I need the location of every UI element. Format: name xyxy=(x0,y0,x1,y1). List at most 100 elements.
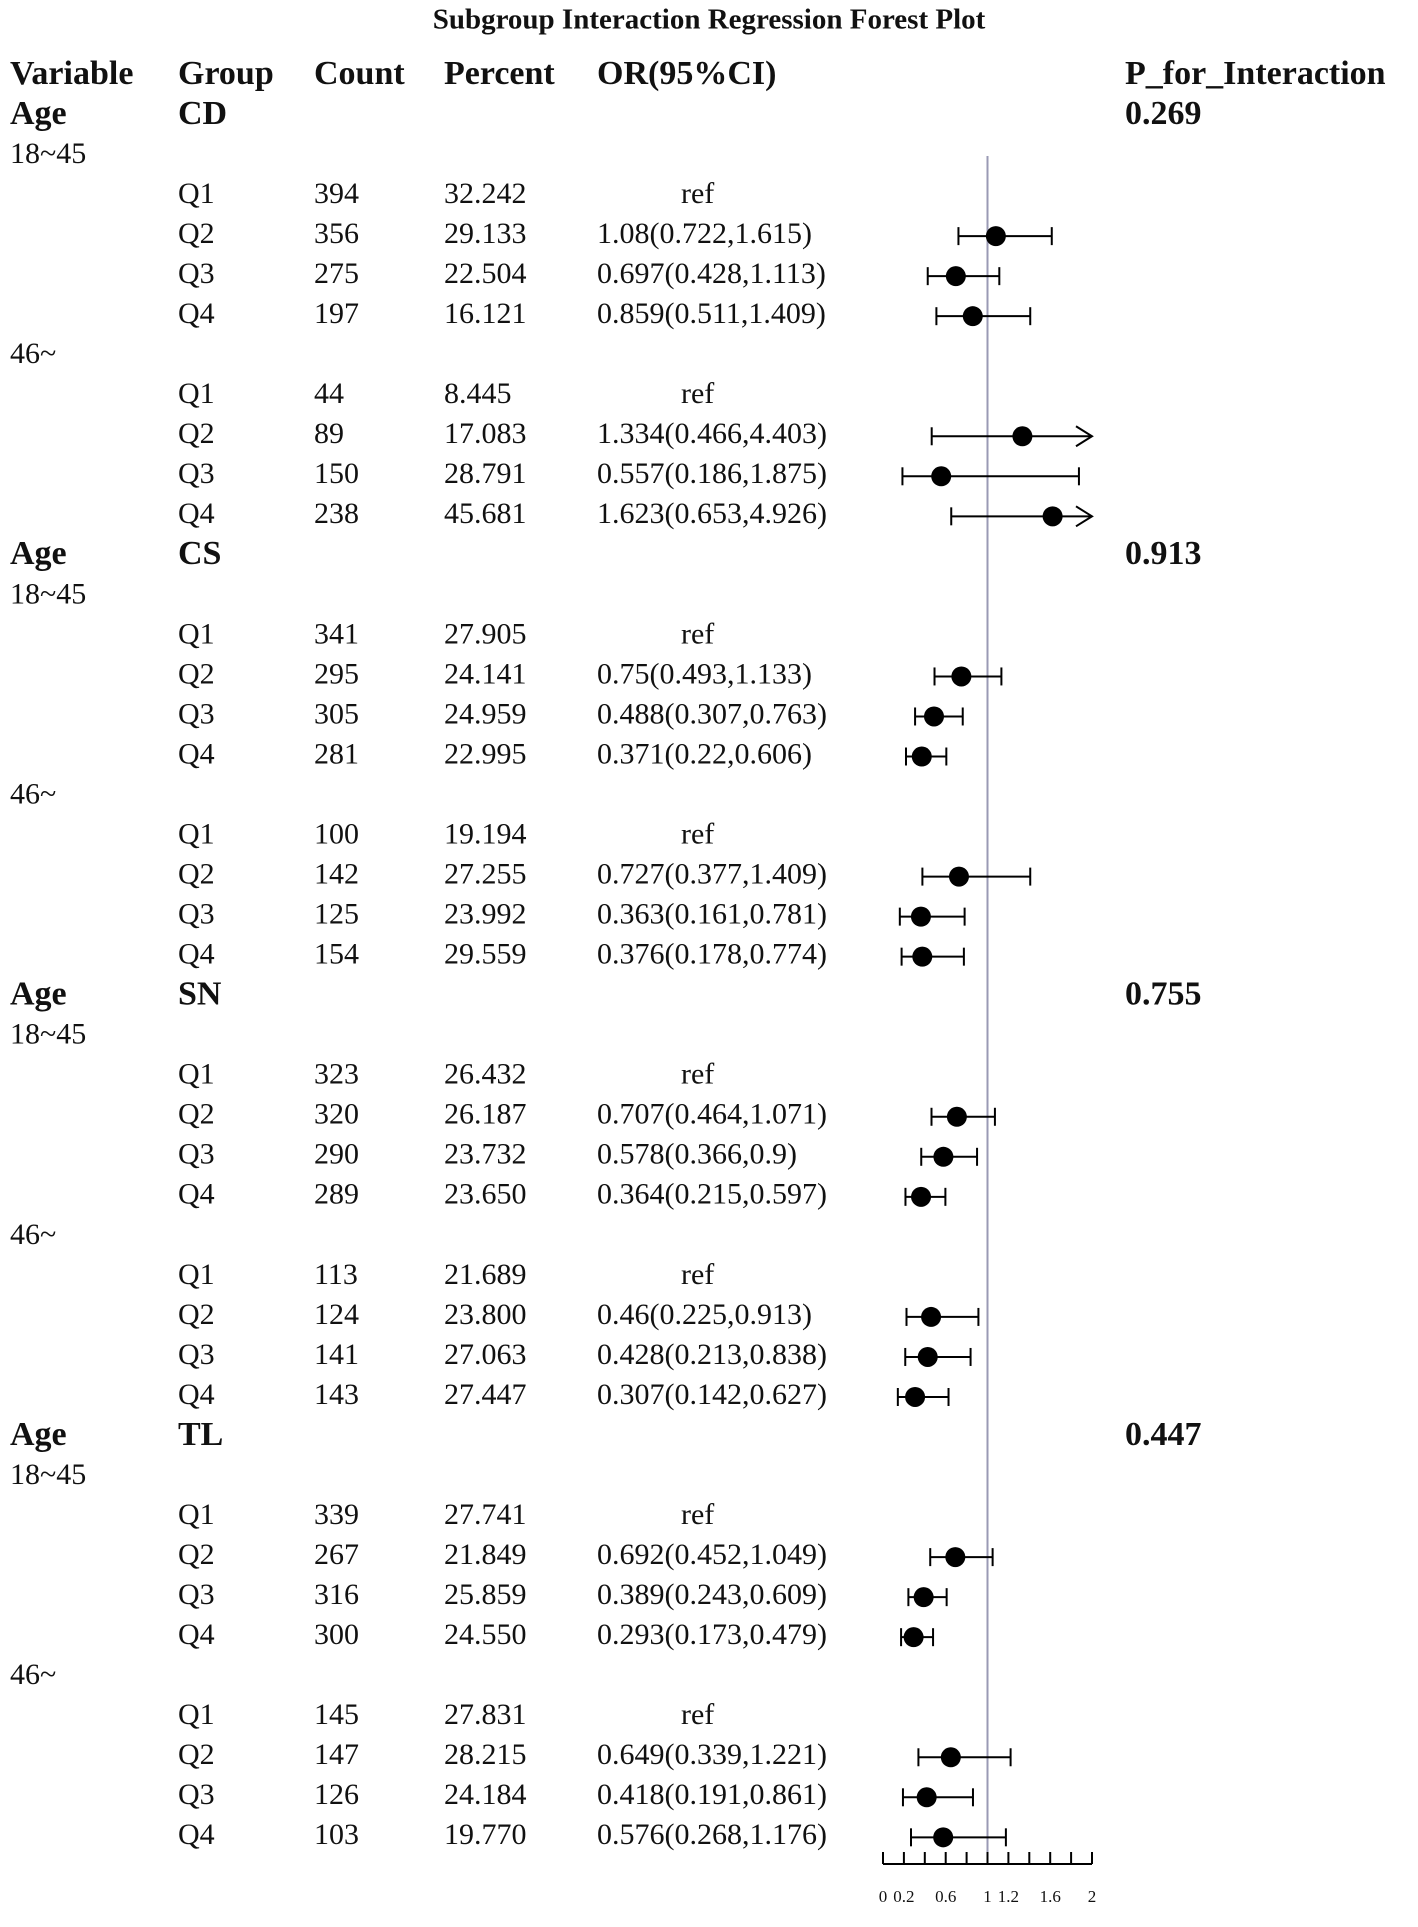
row-or-ci: ref xyxy=(681,377,714,410)
row-or-ci: 0.428(0.213,0.838) xyxy=(597,1338,827,1371)
subgroup-label: 46~ xyxy=(10,1218,56,1251)
variable-label: Age xyxy=(10,975,67,1012)
or-point xyxy=(948,866,969,887)
row-group: Q1 xyxy=(178,177,215,210)
row-percent: 24.550 xyxy=(444,1618,527,1651)
row-count: 89 xyxy=(314,417,344,450)
p-value: 0.447 xyxy=(1125,1416,1202,1453)
column-header: Count xyxy=(314,55,405,92)
row-or-ci: 0.697(0.428,1.113) xyxy=(597,257,826,290)
row-percent: 21.689 xyxy=(444,1258,527,1291)
row-percent: 27.831 xyxy=(444,1698,527,1731)
row-count: 281 xyxy=(314,737,359,770)
row-percent: 23.732 xyxy=(444,1138,527,1171)
or-point xyxy=(913,1587,934,1608)
row-percent: 8.445 xyxy=(444,377,512,410)
row-or-ci: ref xyxy=(681,817,714,850)
row-or-ci: 1.08(0.722,1.615) xyxy=(597,217,812,250)
row-or-ci: 0.649(0.339,1.221) xyxy=(597,1738,827,1771)
row-count: 113 xyxy=(314,1258,358,1291)
row-count: 316 xyxy=(314,1578,359,1611)
row-or-ci: 0.578(0.366,0.9) xyxy=(597,1138,797,1171)
or-point xyxy=(910,906,931,927)
row-group: Q4 xyxy=(178,938,215,971)
or-point xyxy=(916,1787,937,1808)
column-header: Group xyxy=(178,55,274,92)
row-percent: 23.800 xyxy=(444,1298,527,1331)
row-group: Q4 xyxy=(178,297,215,330)
row-group: Q1 xyxy=(178,377,215,410)
row-group: Q2 xyxy=(178,857,215,890)
row-or-ci: ref xyxy=(681,177,714,210)
row-or-ci: 1.334(0.466,4.403) xyxy=(597,417,827,450)
row-percent: 19.194 xyxy=(444,817,527,850)
row-count: 267 xyxy=(314,1538,359,1571)
row-percent: 27.255 xyxy=(444,857,527,890)
row-or-ci: ref xyxy=(681,1498,714,1531)
row-group: Q2 xyxy=(178,417,215,450)
row-percent: 27.063 xyxy=(444,1338,527,1371)
p-value: 0.269 xyxy=(1125,95,1202,132)
row-count: 394 xyxy=(314,177,359,210)
row-count: 305 xyxy=(314,697,359,730)
row-count: 289 xyxy=(314,1178,359,1211)
row-group: Q3 xyxy=(178,1338,215,1371)
or-point xyxy=(911,746,932,767)
x-tick-label: 1.2 xyxy=(998,1887,1019,1906)
row-or-ci: 0.707(0.464,1.071) xyxy=(597,1098,827,1131)
row-group: Q4 xyxy=(178,1618,215,1651)
row-or-ci: 0.727(0.377,1.409) xyxy=(597,857,827,890)
row-count: 147 xyxy=(314,1738,359,1771)
row-group: Q3 xyxy=(178,1778,215,1811)
row-count: 295 xyxy=(314,657,359,690)
row-group: Q4 xyxy=(178,497,215,530)
p-value: 0.913 xyxy=(1125,535,1202,572)
row-count: 103 xyxy=(314,1818,359,1851)
or-point xyxy=(921,1306,942,1327)
subgroup-label: 46~ xyxy=(10,777,56,810)
row-group: Q4 xyxy=(178,1378,215,1411)
row-percent: 23.992 xyxy=(444,898,527,931)
row-percent: 28.791 xyxy=(444,457,527,490)
row-group: Q2 xyxy=(178,1098,215,1131)
subgroup-label: 18~45 xyxy=(10,577,86,610)
row-percent: 28.215 xyxy=(444,1738,527,1771)
row-percent: 22.504 xyxy=(444,257,527,290)
subgroup-label: 18~45 xyxy=(10,1458,86,1491)
row-or-ci: 0.557(0.186,1.875) xyxy=(597,457,827,490)
p-value: 0.755 xyxy=(1125,975,1202,1012)
or-point xyxy=(905,1386,926,1407)
row-count: 290 xyxy=(314,1138,359,1171)
row-percent: 29.133 xyxy=(444,217,527,250)
row-group: Q3 xyxy=(178,1578,215,1611)
row-count: 141 xyxy=(314,1338,359,1371)
row-count: 126 xyxy=(314,1778,359,1811)
row-or-ci: 0.364(0.215,0.597) xyxy=(597,1178,827,1211)
row-group: Q2 xyxy=(178,217,215,250)
or-point xyxy=(933,1146,954,1167)
subgroup-label: 18~45 xyxy=(10,137,86,170)
row-or-ci: ref xyxy=(681,1058,714,1091)
ci-arrow xyxy=(1075,425,1094,448)
row-group: Q1 xyxy=(178,617,215,650)
row-count: 150 xyxy=(314,457,359,490)
x-tick-label: 0.6 xyxy=(935,1887,956,1906)
or-point xyxy=(945,1547,966,1568)
row-percent: 26.187 xyxy=(444,1098,527,1131)
row-group: Q1 xyxy=(178,817,215,850)
row-count: 154 xyxy=(314,938,359,971)
row-group: Q2 xyxy=(178,1298,215,1331)
row-or-ci: 0.389(0.243,0.609) xyxy=(597,1578,827,1611)
or-point xyxy=(951,666,972,687)
x-tick-label: 0.2 xyxy=(893,1887,914,1906)
row-percent: 27.905 xyxy=(444,617,527,650)
row-group: Q4 xyxy=(178,1178,215,1211)
row-group: Q4 xyxy=(178,737,215,770)
row-group: Q1 xyxy=(178,1258,215,1291)
row-count: 323 xyxy=(314,1058,359,1091)
row-or-ci: 0.371(0.22,0.606) xyxy=(597,737,812,770)
row-or-ci: 0.46(0.225,0.913) xyxy=(597,1298,812,1331)
row-percent: 29.559 xyxy=(444,938,527,971)
or-point xyxy=(1042,506,1063,527)
